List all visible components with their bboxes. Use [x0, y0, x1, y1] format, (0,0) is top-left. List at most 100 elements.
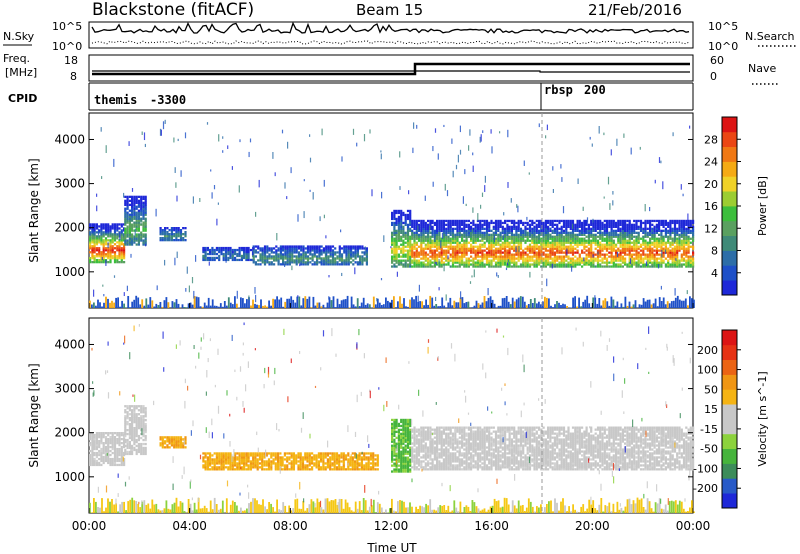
colorbar-tick-label-0-3: 16	[704, 200, 718, 213]
colorbar-label-1: Velocity [m s^-1]	[756, 371, 769, 466]
y-tick-label-0-3: 4000	[54, 132, 85, 146]
colorbar-swatch-1-11	[722, 330, 737, 346]
echo-band-1-4	[391, 418, 412, 473]
colorbar-label-0: Power [dB]	[756, 176, 769, 236]
colorbar-tick-label-0-6: 28	[704, 133, 718, 146]
y-tick-label-1-3: 4000	[54, 337, 85, 351]
cpid-label: CPID	[8, 92, 37, 105]
colorbar-swatch-0-10	[722, 131, 737, 147]
y-tick-label-1-2: 3000	[54, 382, 85, 396]
nsky-scale-hi: 10^5	[52, 20, 82, 33]
colorbar-swatch-0-3	[722, 235, 737, 251]
freq-tick-lo: 8	[70, 70, 77, 83]
freq-label: Freq.	[3, 52, 30, 65]
power-heatmap-panel: 1000 2000 3000 4000 Slant Range [km] 4 8 12 16 20…	[27, 112, 769, 309]
colorbar-frame-1	[721, 329, 738, 509]
y-tick-label-1-1: 2000	[54, 426, 85, 440]
colorbar-tick-label-1-2: 50	[704, 383, 718, 396]
colorbar-tick-label-1-0: 200	[697, 344, 718, 357]
speckle-0	[93, 119, 691, 304]
cpid-panel: CPID themis -3300 rbsp 200	[8, 82, 694, 111]
echo-band-0-1	[124, 195, 147, 246]
colorbar-swatch-0-6	[722, 191, 737, 207]
near-range-clutter-1	[89, 497, 695, 513]
nave-label: Nave	[748, 62, 776, 75]
nsky-line	[91, 21, 690, 34]
freq-panel: Freq. [MHz] 18 8 60 0 Nave	[3, 52, 778, 85]
colorbar-swatch-1-0	[722, 493, 737, 509]
y-axis-title-0: Slant Range [km]	[27, 158, 41, 262]
echo-band-1-0	[89, 432, 126, 467]
x-tick-label-6: 00:00	[676, 519, 711, 533]
near-range-clutter-0	[89, 295, 695, 308]
nave-tick-lo: 0	[710, 70, 717, 83]
station-title: Blackstone (fitACF)	[92, 0, 254, 20]
echo-band-0-0	[89, 223, 126, 264]
echo-band-1-2	[159, 436, 187, 449]
beam-title: Beam 15	[356, 1, 423, 19]
echo-band-0-4	[252, 245, 368, 266]
nsearch-scale-hi: 10^5	[708, 20, 738, 33]
x-tick-label-5: 20:00	[575, 519, 610, 533]
y-tick-label-0-2: 3000	[54, 177, 85, 191]
nsky-panel: N.Sky 10^5 10^0 10^5 10^0 N.Search	[3, 20, 798, 53]
colorbar-1: 200 100 50 15 -15 -50 -100 -200 Velocity [m s^-1…	[693, 329, 769, 509]
heatmap-frame-1	[88, 317, 694, 514]
colorbar-tick-label-0-2: 12	[704, 222, 718, 235]
speckle-1	[91, 322, 693, 509]
echo-band-1-3	[202, 452, 379, 471]
colorbar-tick-label-0-1: 8	[711, 245, 718, 258]
nsearch-label: N.Search	[745, 30, 795, 43]
freq-tick-hi: 18	[64, 54, 78, 67]
nsky-scale-lo: 10^0	[52, 40, 82, 53]
heatmap-frame-0	[88, 112, 694, 309]
colorbar-tick-label-1-7: -200	[693, 482, 718, 495]
echo-band-1-5	[411, 426, 695, 471]
colorbar-swatch-0-4	[722, 220, 737, 236]
nsearch-scale-lo: 10^0	[708, 40, 738, 53]
y-tick-label-1-0: 1000	[54, 470, 85, 484]
echo-band-1-1	[124, 405, 147, 456]
y-tick-label-0-1: 2000	[54, 221, 85, 235]
colorbar-swatch-1-2	[722, 463, 737, 479]
colorbar-tick-label-1-4: -15	[700, 423, 718, 436]
colorbar-swatch-1-5	[722, 419, 737, 435]
colorbar-swatch-1-10	[722, 344, 737, 360]
colorbar-swatch-0-8	[722, 161, 737, 177]
colorbar-swatch-1-6	[722, 404, 737, 420]
colorbar-swatch-0-0	[722, 280, 737, 296]
y-axis-title-1: Slant Range [km]	[27, 363, 41, 467]
freq-trace	[92, 62, 690, 76]
colorbar-swatch-1-3	[722, 448, 737, 464]
colorbar-swatch-1-8	[722, 374, 737, 390]
colorbar-tick-label-1-1: 100	[697, 364, 718, 377]
x-tick-label-2: 08:00	[273, 519, 308, 533]
echo-band-0-3	[202, 246, 255, 262]
x-tick-label-3: 12:00	[374, 519, 409, 533]
colorbar-swatch-0-11	[722, 117, 737, 133]
nave-tick-hi: 60	[710, 54, 724, 67]
colorbar-tick-label-0-0: 4	[711, 267, 718, 280]
freq-units: [MHz]	[5, 66, 37, 79]
colorbar-tick-label-1-3: 15	[704, 403, 718, 416]
x-axis-title: Time UT	[366, 541, 417, 554]
colorbar-tick-label-1-5: -50	[700, 443, 718, 456]
cpid-entry-rbsp-value: 200	[584, 83, 606, 97]
colorbar-swatch-0-2	[722, 250, 737, 266]
colorbar-swatch-0-7	[722, 176, 737, 192]
colorbar-tick-label-0-4: 20	[704, 178, 718, 191]
date-title: 21/Feb/2016	[588, 1, 682, 19]
colorbar-swatch-1-9	[722, 359, 737, 375]
y-tick-label-0-0: 1000	[54, 265, 85, 279]
nsearch-line	[91, 40, 690, 45]
colorbar-swatch-0-1	[722, 265, 737, 281]
nave-trace	[92, 70, 690, 73]
colorbar-swatch-1-1	[722, 478, 737, 494]
echo-band-0-6	[411, 219, 695, 268]
x-tick-label-1: 04:00	[172, 519, 207, 533]
colorbar-tick-label-0-5: 24	[704, 156, 718, 169]
x-tick-label-0: 00:00	[72, 519, 107, 533]
cpid-entry-themis-value: -3300	[150, 93, 186, 107]
x-tick-label-4: 16:00	[474, 519, 509, 533]
